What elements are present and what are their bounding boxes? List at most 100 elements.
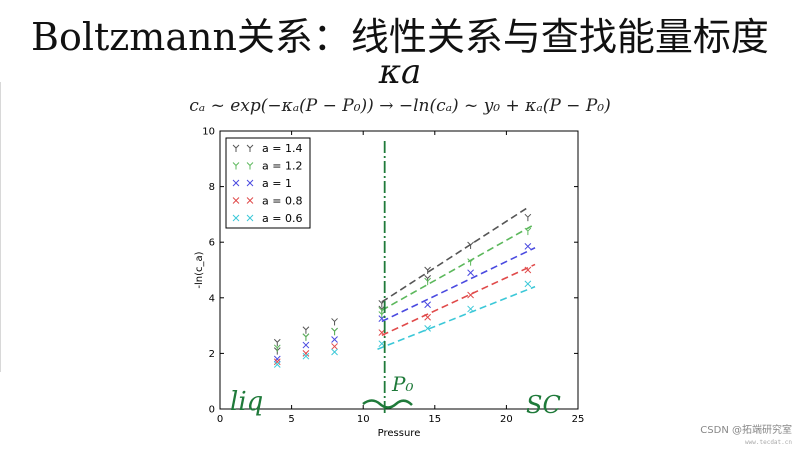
y-tick-label: 4 — [209, 293, 215, 304]
data-point-stroke — [273, 355, 281, 363]
data-point-stroke — [424, 266, 428, 271]
legend-marker-stroke — [249, 162, 254, 166]
data-point-stroke — [302, 333, 307, 338]
watermark-csdn: CSDN @拓端研究室 — [700, 425, 792, 436]
data-point-stroke — [424, 313, 431, 321]
data-point-stroke — [467, 269, 474, 277]
data-point-stroke — [470, 258, 474, 263]
data-point-stroke — [302, 352, 310, 360]
data-point-stroke — [331, 327, 335, 332]
legend-marker-stroke — [232, 179, 240, 187]
legend-marker-stroke — [232, 144, 237, 149]
data-point-stroke — [334, 318, 338, 322]
data-point-stroke — [424, 301, 431, 309]
legend-label: a = 0.8 — [262, 195, 302, 208]
data-point-stroke — [424, 277, 428, 282]
legend-marker-stroke — [249, 144, 254, 149]
x-tick-label: 0 — [217, 414, 223, 425]
data-point-stroke — [273, 344, 278, 349]
data-point — [273, 361, 281, 368]
data-point — [424, 277, 431, 286]
data-point — [302, 333, 310, 341]
data-point — [424, 266, 431, 274]
data-point — [467, 241, 474, 249]
x-tick-label: 10 — [357, 414, 370, 425]
data-point-stroke — [378, 311, 383, 315]
data-point — [302, 352, 310, 360]
x-tick-label: 5 — [288, 414, 294, 425]
data-point — [273, 338, 281, 347]
data-point-stroke — [427, 277, 431, 282]
legend-marker-stroke — [246, 214, 254, 222]
legend-marker-stroke — [246, 144, 251, 149]
data-point — [524, 243, 532, 250]
data-point-stroke — [331, 318, 335, 322]
data-point-stroke — [424, 325, 431, 332]
data-point — [273, 344, 281, 352]
legend-marker — [232, 179, 240, 187]
handwriting-liq: liq — [230, 387, 263, 417]
legend-marker-stroke — [246, 162, 251, 166]
fit-line-3 — [381, 263, 536, 337]
y-tick-label: 8 — [209, 182, 215, 193]
data-point — [524, 213, 532, 222]
legend-marker — [232, 214, 240, 222]
data-point-stroke — [276, 338, 281, 343]
kappa-symbol: κa — [378, 52, 422, 92]
data-point-stroke — [467, 258, 471, 263]
y-tick-label: 10 — [202, 127, 215, 138]
legend-label: a = 1.4 — [262, 142, 302, 155]
data-point-stroke — [378, 305, 383, 310]
data-point-stroke — [273, 338, 278, 343]
data-point-stroke — [331, 336, 338, 343]
data-point — [378, 300, 386, 308]
legend-marker-stroke — [235, 162, 240, 166]
data-point — [302, 326, 310, 334]
data-point-stroke — [527, 227, 532, 232]
legend-marker-stroke — [246, 197, 254, 204]
handwriting-sc: SC — [526, 391, 561, 419]
data-point — [467, 291, 474, 299]
legend-label: a = 1.2 — [262, 160, 302, 173]
data-point — [273, 358, 281, 366]
data-point-stroke — [305, 333, 310, 338]
data-point-stroke — [524, 227, 529, 232]
legend-box — [225, 137, 311, 229]
y-tick-label: 6 — [209, 238, 215, 249]
y-tick-label: 0 — [209, 405, 215, 416]
legend-label: a = 1 — [262, 177, 292, 190]
legend-marker — [246, 214, 254, 222]
left-divider — [0, 82, 1, 372]
slide-title: Boltzmann关系：线性关系与查找能量标度 — [31, 15, 769, 59]
data-point-stroke — [424, 274, 428, 279]
legend-marker — [232, 197, 240, 204]
legend-marker-stroke — [235, 144, 240, 149]
x-axis-label: Pressure — [378, 428, 421, 439]
data-point-stroke — [302, 350, 310, 357]
data-point-stroke — [470, 241, 474, 246]
data-point-stroke — [427, 266, 431, 271]
data-point — [524, 266, 532, 274]
fit-line-4 — [377, 285, 536, 350]
x-tick-label: 15 — [428, 414, 441, 425]
data-point — [467, 269, 474, 277]
data-point-stroke — [276, 344, 281, 349]
data-point-stroke — [524, 213, 529, 218]
data-point — [331, 348, 338, 356]
data-point-stroke — [331, 343, 338, 350]
boltzmann-formula: cₐ ~ exp(−κₐ(P − P₀)) → −ln(cₐ) ~ y₀ + κ… — [189, 96, 611, 116]
data-point — [467, 258, 474, 266]
data-point-stroke — [524, 280, 532, 288]
data-point — [331, 343, 338, 350]
data-point-stroke — [378, 300, 383, 304]
data-point — [273, 355, 281, 363]
data-point-stroke — [305, 326, 310, 331]
data-point-stroke — [427, 274, 431, 279]
data-point-stroke — [378, 306, 383, 311]
data-point — [424, 313, 431, 321]
data-point-stroke — [273, 358, 281, 366]
y-tick-label: 2 — [209, 349, 215, 360]
legend-marker — [232, 144, 240, 152]
legend-marker-stroke — [232, 162, 237, 166]
